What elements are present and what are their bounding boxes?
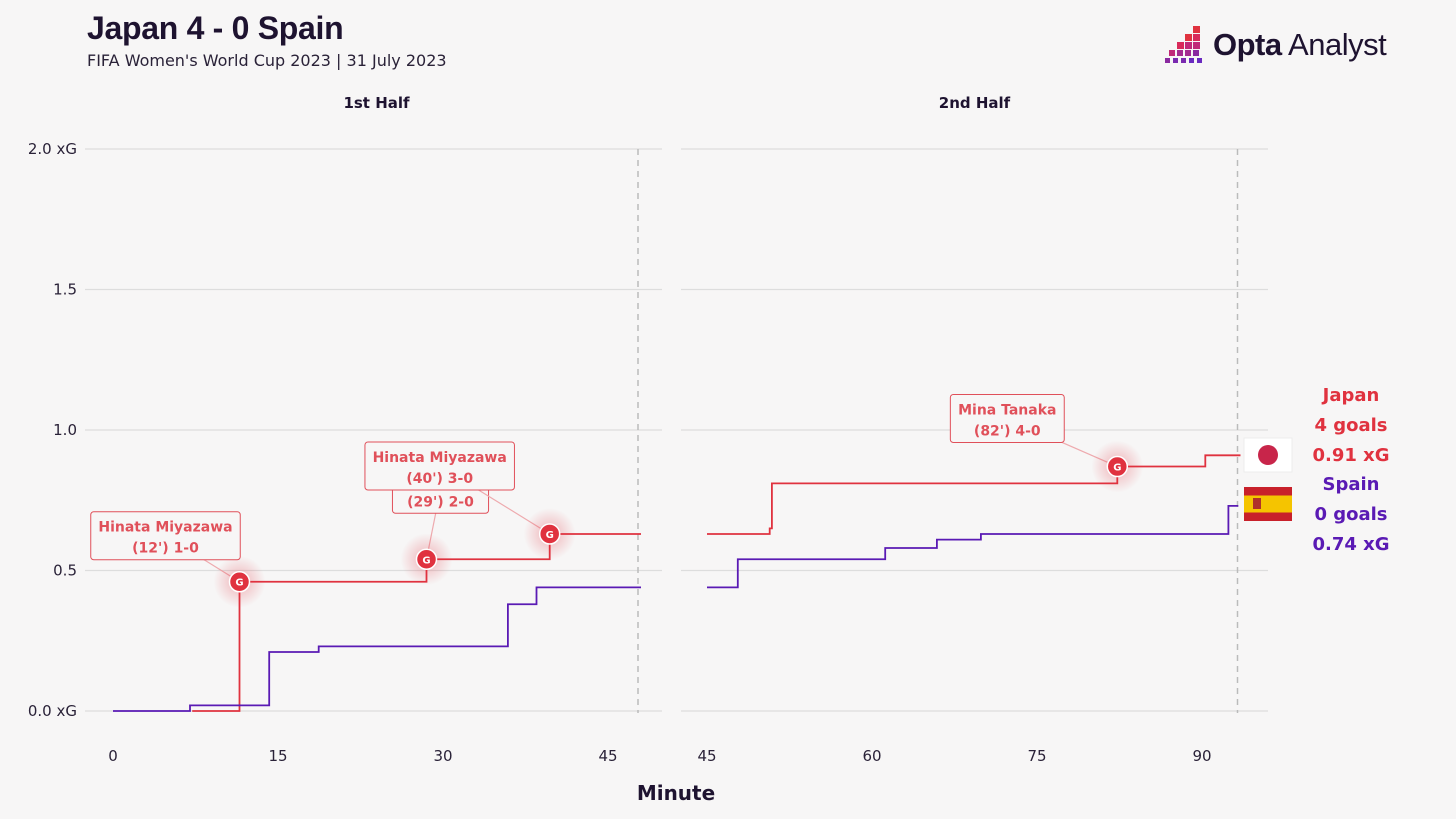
legend-japan-xg: 0.91 xG — [1312, 445, 1389, 466]
x-axis: 1st Half 0 15 30 45 2nd Half 45 60 75 90 — [108, 94, 1211, 765]
japan-flag-icon — [1243, 437, 1293, 473]
goal-marker — [538, 523, 561, 545]
series-layer — [113, 149, 1241, 713]
y-tick-label: 1.5 — [53, 281, 77, 299]
y-tick-label: 0.0 xG — [28, 702, 77, 720]
legend-spain-xg: 0.74 xG — [1312, 534, 1389, 555]
spain-flag-icon — [1244, 487, 1292, 521]
y-tick-label: 1.0 — [53, 421, 77, 439]
chart-title: Japan 4 - 0 Spain — [87, 10, 344, 46]
x-axis-title: Minute — [637, 781, 715, 805]
legend-spain-name: Spain — [1323, 474, 1380, 495]
opta-logo-icon — [1165, 26, 1202, 63]
goal-marker — [1106, 455, 1129, 478]
legend-spain-goals: 0 goals — [1314, 504, 1387, 525]
brand-name-bold: Opta — [1213, 27, 1282, 62]
goal-annotation-box — [949, 394, 1065, 444]
goal-marker — [415, 548, 438, 571]
x-tick-label: 45 — [697, 747, 716, 765]
goal-minute-label: (82') 4-0 — [974, 424, 1041, 440]
x-tick-label: 45 — [598, 747, 617, 765]
chart-subtitle: FIFA Women's World Cup 2023 | 31 July 20… — [87, 51, 447, 70]
team-legend: Japan 4 goals 0.91 xG Spain 0 goals 0.74 xG — [1243, 385, 1390, 555]
goal-annotations: Hinata Miyazawa(12') 1-0GRiko Ueki(29') … — [90, 394, 1144, 608]
goal-marker-letter: G — [235, 578, 243, 589]
goal-scorer-label: Hinata Miyazawa — [98, 520, 232, 536]
goal-marker-letter: G — [422, 555, 430, 566]
series-line-japan — [707, 454, 1241, 535]
grid-layer — [85, 148, 1268, 712]
x-tick-label: 30 — [433, 747, 452, 765]
goal-minute-label: (40') 3-0 — [406, 471, 473, 487]
x-tick-label: 15 — [268, 747, 287, 765]
goal-annotation-box — [364, 441, 515, 491]
panel-title: 1st Half — [343, 94, 410, 112]
x-tick-label: 90 — [1192, 747, 1211, 765]
goal-minute-label: (29') 2-0 — [407, 494, 474, 510]
goal-scorer-label: Mina Tanaka — [958, 403, 1056, 419]
x-tick-label: 60 — [862, 747, 881, 765]
goal-annotation-box — [90, 511, 241, 561]
goal-minute-label: (12') 1-0 — [132, 541, 199, 557]
brand-name-regular: Analyst — [1288, 27, 1387, 62]
y-tick-label: 0.5 — [53, 562, 77, 580]
legend-japan-goals: 4 goals — [1314, 415, 1387, 436]
x-tick-label: 75 — [1027, 747, 1046, 765]
series-line-spain — [113, 586, 641, 712]
goal-marker-letter: G — [1113, 463, 1121, 474]
goal-marker — [228, 570, 251, 593]
goal-marker-letter: G — [546, 530, 554, 541]
legend-japan-name: Japan — [1321, 385, 1380, 406]
y-axis: 0.0 xG 0.5 1.0 1.5 2.0 xG — [28, 140, 77, 720]
goal-scorer-label: Hinata Miyazawa — [373, 450, 507, 466]
x-tick-label: 0 — [108, 747, 118, 765]
panel-title: 2nd Half — [939, 94, 1011, 112]
opta-analyst-logo: Opta Analyst — [1165, 24, 1395, 68]
brand-name: Opta Analyst — [1213, 27, 1387, 63]
y-tick-label: 2.0 xG — [28, 140, 77, 158]
series-line-spain — [707, 504, 1239, 589]
